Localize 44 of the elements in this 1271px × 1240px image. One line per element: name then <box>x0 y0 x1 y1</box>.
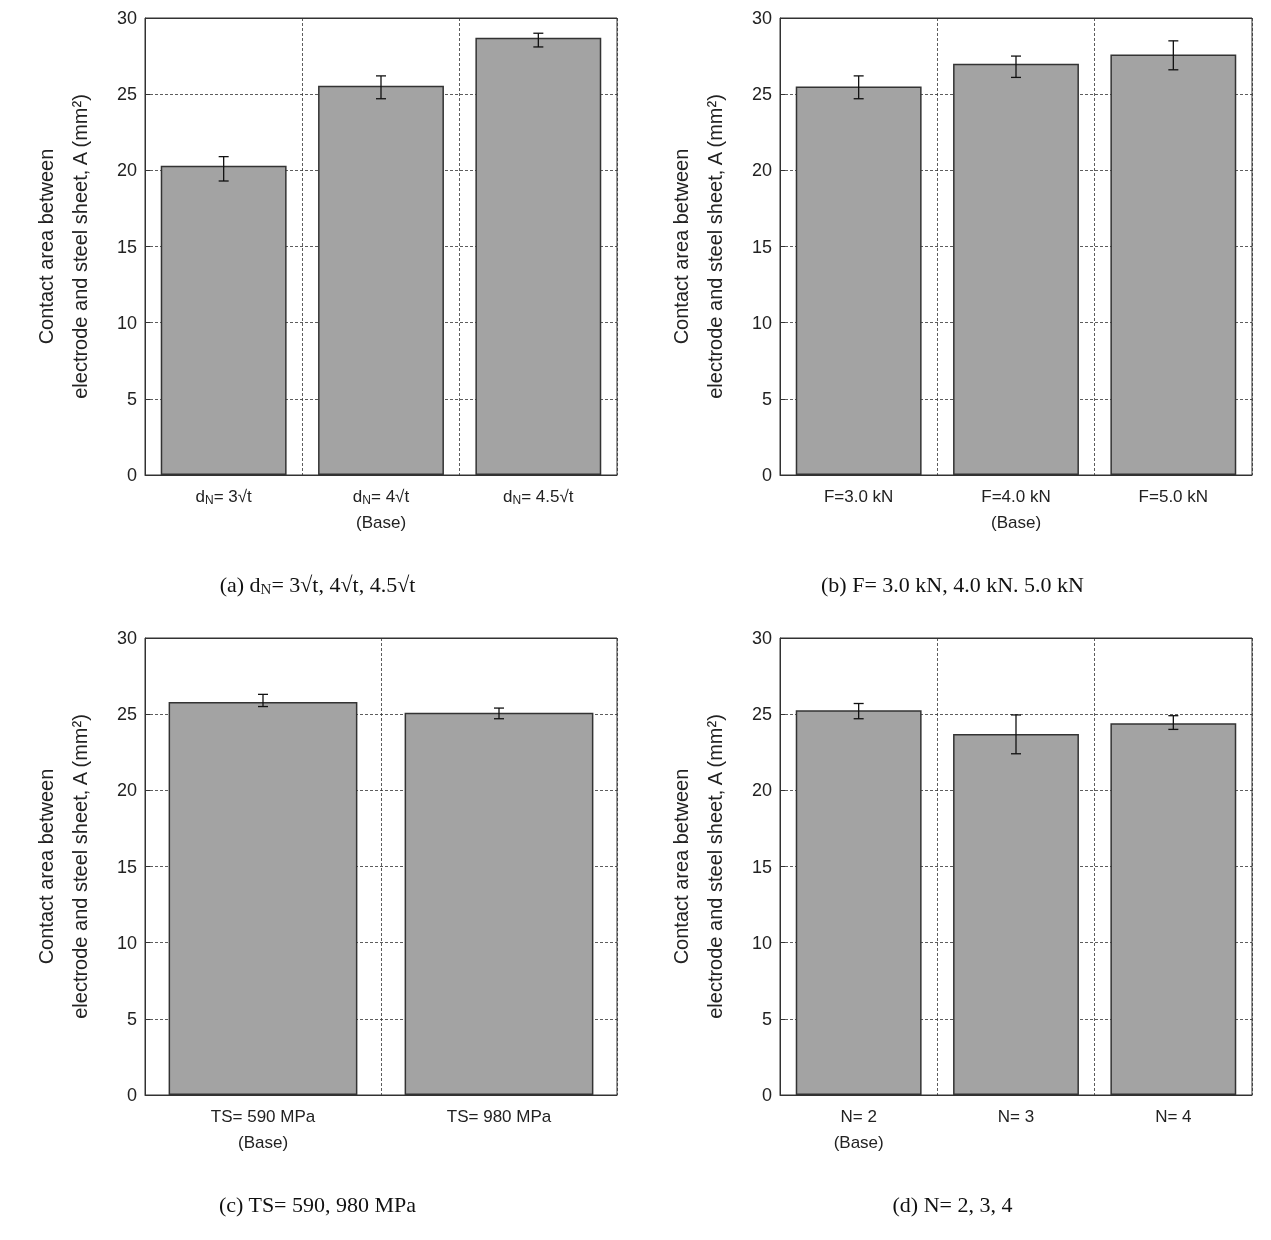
y-tick-label: 30 <box>116 8 137 28</box>
y-tick-label: 25 <box>116 704 137 725</box>
y-tick-label: 30 <box>751 8 772 28</box>
text: (c) TS= 590, 980 MPa <box>218 1191 417 1217</box>
y-axis-title: Contact area between electrode and steel sheet, A (mm²) <box>670 94 726 399</box>
y-axis-title: Contact area between electrode and steel sheet, A (mm²) <box>35 94 91 399</box>
y-tick-label: 5 <box>761 388 772 409</box>
text: (a) dN= 3√t, 4√t, 4.5√t <box>219 571 416 597</box>
y-tick-label: 25 <box>751 84 772 105</box>
y-tick-label: 20 <box>751 160 772 181</box>
y-tick-label: 0 <box>126 1085 137 1105</box>
x-tick-label: N= 3 <box>997 1106 1035 1126</box>
y-tick-label: 20 <box>116 160 137 181</box>
x-tick-label: N= 2 (Base) <box>833 1106 884 1152</box>
y-axis-title: Contact area between electrode and steel sheet, A (mm²) <box>670 714 726 1019</box>
y-tick-label: 15 <box>116 856 137 877</box>
x-tick-label: F=4.0 kN (Base) <box>981 486 1051 532</box>
x-tick-label: F=5.0 kN <box>1138 486 1209 506</box>
y-tick-label: 15 <box>751 236 772 257</box>
y-tick-label: 10 <box>751 932 772 953</box>
y-tick-label: 20 <box>116 780 137 801</box>
y-tick-label: 10 <box>751 312 772 333</box>
y-tick-label: 10 <box>116 312 137 333</box>
x-tick-label: TS= 980 MPa <box>446 1106 552 1126</box>
x-tick-label: F=3.0 kN <box>823 486 894 506</box>
y-tick-label: 15 <box>751 856 772 877</box>
y-tick-label: 5 <box>761 1008 772 1029</box>
y-tick-label: 0 <box>761 1085 772 1105</box>
y-tick-label: 25 <box>116 84 137 105</box>
y-tick-label: 5 <box>126 1008 137 1029</box>
x-tick-label: TS= 590 MPa (Base) <box>210 1106 316 1152</box>
y-tick-label: 5 <box>126 388 137 409</box>
y-axis-title: Contact area between electrode and steel sheet, A (mm²) <box>35 714 91 1019</box>
text: (b) F= 3.0 kN, 4.0 kN. 5.0 kN <box>821 571 1085 597</box>
y-tick-label: 30 <box>751 628 772 648</box>
y-tick-label: 20 <box>751 780 772 801</box>
text: (d) N= 2, 3, 4 <box>892 1191 1013 1217</box>
y-tick-label: 10 <box>116 932 137 953</box>
y-tick-label: 0 <box>126 465 137 485</box>
y-tick-label: 25 <box>751 704 772 725</box>
x-tick-label: N= 4 <box>1155 1106 1192 1126</box>
y-tick-label: 30 <box>116 628 137 648</box>
y-tick-label: 15 <box>116 236 137 257</box>
y-tick-label: 0 <box>761 465 772 485</box>
